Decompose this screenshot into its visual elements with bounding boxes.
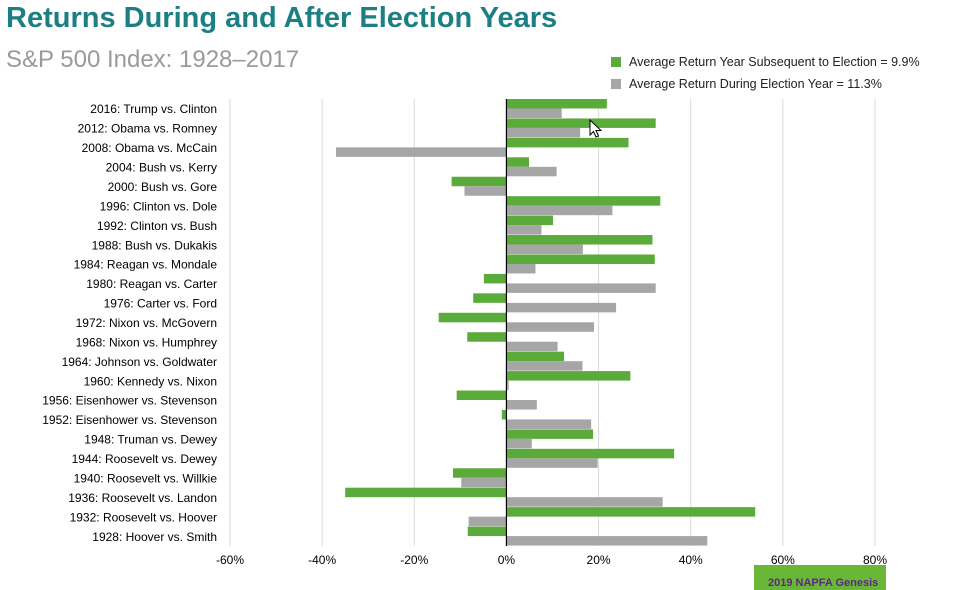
category-label: 1996: Clinton vs. Dole [100,199,218,213]
category-label: 1976: Carter vs. Ford [104,297,217,311]
bar-election [506,244,583,255]
bar-subsequent [473,293,507,303]
legend-item-election: Average Return During Election Year = 11… [611,73,920,95]
bar-subsequent [452,468,507,478]
bar-subsequent [506,196,661,206]
category-label: 1928: Hoover vs. Smith [92,530,217,544]
bar-election [506,108,562,118]
chart-subtitle: S&P 500 Index: 1928–2017 [6,46,300,73]
legend-swatch-subsequent [611,57,621,67]
bar-election [506,166,557,177]
bar-subsequent [506,157,530,167]
category-label: 1932: Roosevelt vs. Hoover [70,510,217,524]
bar-subsequent [506,235,653,245]
category-label: 1960: Kennedy vs. Nixon [84,374,217,388]
bar-subsequent [506,351,565,362]
legend: Average Return Year Subsequent to Electi… [611,51,920,95]
bar-election [506,263,536,274]
bar-subsequent [506,118,656,128]
footer-badge: 2019 NAPFA Genesis [754,565,886,590]
bar-election [506,419,592,429]
category-label: 2004: Bush vs. Kerry [106,161,217,175]
bar-election [506,225,542,235]
x-tick-label: 20% [587,553,611,567]
bar-subsequent [506,507,756,517]
bar-election [506,497,663,507]
bar-subsequent [506,99,607,109]
bar-subsequent [506,448,675,459]
category-label: 1940: Roosevelt vs. Willkie [74,471,218,485]
category-label: 1988: Bush vs. Dukakis [92,238,217,252]
category-label: 1972: Nixon vs. McGovern [76,316,217,330]
bar-election [506,400,537,410]
bar-subsequent [451,176,507,187]
bar-election [468,516,507,527]
category-label: 1984: Reagan vs. Mondale [74,258,218,272]
category-label: 1952: Eisenhower vs. Stevenson [42,413,217,427]
bar-election [506,361,583,371]
legend-swatch-election [611,79,621,89]
bar-election [506,283,656,293]
category-label: 2000: Bush vs. Gore [108,180,218,194]
bar-election [464,186,507,196]
chart-title: Returns During and After Election Years [6,2,558,34]
category-label: 1948: Truman vs. Dewey [84,433,217,447]
bar-election [506,438,532,449]
bar-subsequent [506,137,629,148]
bar-election [506,380,509,391]
bar-election [506,302,617,313]
bar-subsequent [456,390,507,401]
bar-subsequent [438,312,507,323]
bar-election [506,458,598,468]
bar-election [461,477,507,488]
category-label: 1944: Roosevelt vs. Dewey [72,452,217,466]
legend-item-subsequent: Average Return Year Subsequent to Electi… [611,51,920,73]
category-label: 2012: Obama vs. Romney [78,122,217,136]
bar-election [506,341,558,352]
x-tick-label: 60% [771,553,795,567]
bar-subsequent [506,371,631,381]
legend-label-election: Average Return During Election Year = 11… [629,77,882,91]
mouse-pointer-icon [589,119,603,138]
bar-election [506,127,581,138]
category-label: 2016: Trump vs. Clinton [90,102,217,116]
x-tick-label: 0% [498,553,516,567]
category-label: 1968: Nixon vs. Humphrey [76,335,217,349]
bar-subsequent [506,429,594,439]
category-label: 1992: Clinton vs. Bush [97,219,217,233]
legend-label-subsequent: Average Return Year Subsequent to Electi… [629,55,920,69]
bar-subsequent [467,526,507,537]
bar-election [506,536,708,546]
bar-election [335,147,507,157]
x-tick-label: -20% [400,553,428,567]
category-label: 1964: Johnson vs. Goldwater [62,355,217,369]
x-tick-label: 80% [863,553,887,567]
bar-subsequent [506,215,553,226]
bar-election [506,322,594,332]
bar-subsequent [506,254,655,264]
category-label: 2008: Obama vs. McCain [82,141,217,155]
x-tick-label: -60% [216,553,244,567]
bar-election [506,205,613,216]
x-tick-label: 40% [679,553,703,567]
bar-subsequent [345,487,507,498]
category-label: 1980: Reagan vs. Carter [86,277,217,291]
category-label: 1936: Roosevelt vs. Landon [68,491,217,505]
x-tick-label: -40% [308,553,336,567]
category-label: 1956: Eisenhower vs. Stevenson [42,394,217,408]
bar-subsequent [501,409,507,420]
bar-subsequent [467,332,507,342]
bar-subsequent [483,273,507,284]
footer-badge-label: 2019 NAPFA Genesis [768,577,879,589]
